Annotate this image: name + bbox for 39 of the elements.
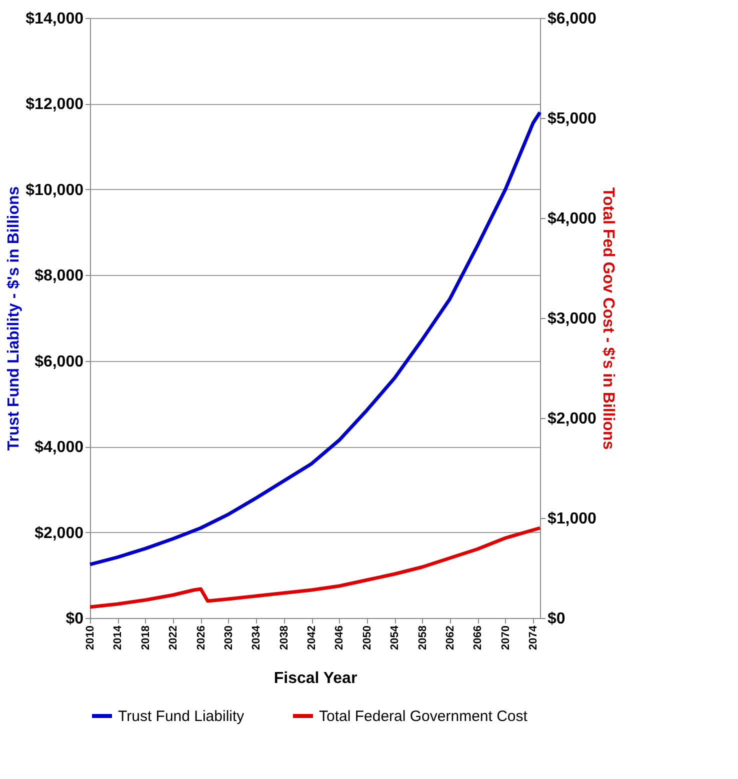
x-tick-label: 2042 <box>306 626 318 650</box>
x-tick-label: 2010 <box>84 626 96 650</box>
y-tick-label: $12,000 <box>26 96 84 114</box>
x-tick-label: 2054 <box>389 624 402 650</box>
x-tick-label: 2034 <box>250 624 263 650</box>
x-tick-label: 2014 <box>112 624 124 650</box>
y2-axis-title: Total Fed Gov Cost - $'s in Billions <box>599 187 616 450</box>
y2-tick-label: $5,000 <box>548 110 597 128</box>
x-tick-label: 2026 <box>195 626 208 650</box>
x-axis-title: Fiscal Year <box>274 670 358 687</box>
x-tick-label: 2046 <box>334 626 346 650</box>
x-tick-label: 2038 <box>278 626 290 650</box>
x-tick-label: 2070 <box>500 626 512 650</box>
y2-tick-label: $2,000 <box>548 410 597 428</box>
y-axis-title: Trust Fund Liability - $'s in Billions <box>6 186 23 451</box>
x-tick-label: 2018 <box>140 626 152 650</box>
y2-tick-label: $4,000 <box>548 210 597 228</box>
legend-label: Trust Fund Liability <box>118 708 245 725</box>
x-tick-label: 2030 <box>222 626 235 650</box>
line-series <box>88 110 542 566</box>
y-tick-label: $2,000 <box>34 524 84 542</box>
y2-tick-label: $3,000 <box>548 310 597 328</box>
x-tick-label: 2050 <box>361 626 374 650</box>
y-tick-label: $10,000 <box>26 182 84 199</box>
y-tick-label: $8,000 <box>34 268 84 285</box>
y-tick-label: $14,000 <box>26 10 84 28</box>
line-series <box>88 526 542 609</box>
x-tick-label: 2062 <box>444 626 456 650</box>
y2-tick-label: $0 <box>548 610 566 628</box>
y2-tick-label: $6,000 <box>548 10 597 28</box>
x-tick-label: 2066 <box>472 626 484 650</box>
x-tick-label: 2058 <box>416 626 429 650</box>
legend-label: Total Federal Government Cost <box>319 708 528 725</box>
x-tick-label: 2074 <box>528 624 540 650</box>
x-tick-label: 2022 <box>168 626 180 650</box>
y-tick-label: $6,000 <box>34 353 84 370</box>
y2-tick-label: $1,000 <box>548 510 597 528</box>
y-tick-label: $4,000 <box>34 439 84 456</box>
y-tick-label: $0 <box>66 610 84 628</box>
